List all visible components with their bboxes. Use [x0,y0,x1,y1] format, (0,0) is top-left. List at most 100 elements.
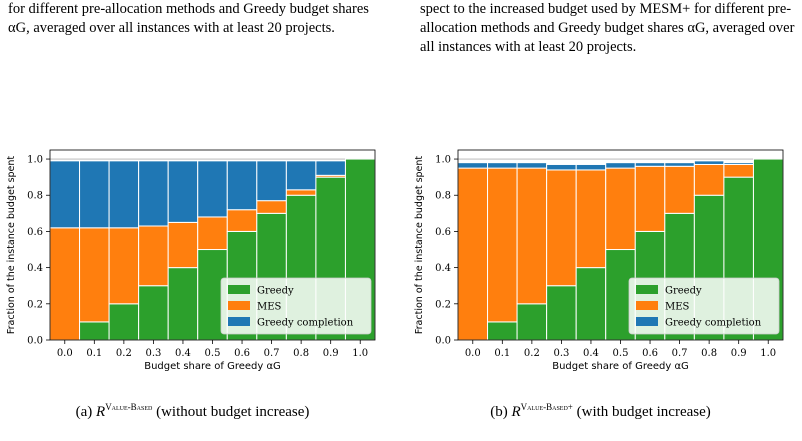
subcaption-right: (b) RValue-Based+ (with budget increase) [490,402,711,420]
x-tick-label: 0.0 [465,348,481,359]
bar-greedy-0.4 [167,267,199,341]
x-tick-label: 0.2 [116,348,132,359]
y-axis-label: Fraction of the instance budget spent [6,156,17,335]
bar-mes-0.1 [487,167,518,323]
y-tick-label: 0.0 [27,336,43,347]
y-tick-label: 0.2 [27,299,43,310]
subcaption-left-prefix: (a) [75,404,97,420]
legend-label: Greedy [257,286,294,297]
y-tick-label: 1.0 [27,155,43,166]
x-tick-label: 0.5 [613,348,629,359]
legend-swatch [228,317,250,326]
x-tick-label: 1.0 [352,348,368,359]
bar-greedy-0.4 [575,267,607,341]
bar-greedy-completion-0.6 [634,162,666,167]
x-tick-label: 0.7 [672,348,688,359]
bar-greedy-completion-0.9 [723,162,754,165]
bar-greedy-0.3 [138,285,169,341]
x-tick-label: 0.7 [264,348,280,359]
x-tick-label: 0.8 [701,348,717,359]
legend-label: Greedy completion [257,318,354,329]
bar-greedy-0.1 [487,321,518,341]
bar-greedy-0.1 [79,321,110,341]
x-axis-label: Budget share of Greedy αG [552,361,689,372]
bar-greedy-completion-0.6 [226,160,258,211]
legend-swatch [228,285,250,294]
subcaption-left: (a) RValue-Based (without budget increas… [75,402,310,420]
x-tick-label: 0.2 [524,348,540,359]
bar-mes-0.2 [516,167,548,305]
legend-label: MES [257,302,282,313]
legend-label: MES [665,302,690,313]
bar-greedy-completion-0.4 [167,160,199,223]
bar-greedy-completion-0.5 [197,160,228,218]
bar-mes-0.2 [108,227,140,305]
x-tick-label: 0.3 [145,348,161,359]
bar-greedy-0.2 [108,303,140,341]
x-tick-label: 0.4 [175,348,191,359]
x-tick-label: 0.1 [86,348,102,359]
chart-right: 0.0 0.2 0.4 0.6 0.8 1.0 0.0 0.1 0.2 0.3 0.4 0.5 0.6 0… [408,140,793,385]
y-tick-label: 0.6 [27,227,43,238]
subcaption-right-suffix: (with budget increase) [572,404,711,420]
bar-mes-0.1 [79,227,110,323]
bar-mes-0.6 [226,209,258,232]
bar-greedy-completion-0.8 [285,160,317,191]
bar-greedy-completion-0.3 [546,163,577,171]
bar-mes-0.3 [546,169,577,287]
bar-greedy-completion-0.5 [605,162,636,169]
y-tick-label: 1.0 [435,155,451,166]
y-tick-label: 0.8 [27,191,43,202]
x-tick-label: 0.6 [234,348,250,359]
x-tick-label: 0.8 [293,348,309,359]
x-tick-label: 1.0 [760,348,776,359]
bar-mes-0.8 [285,189,317,196]
bar-mes-0.5 [605,167,636,251]
caption-text-left: for different pre-allocation methods and… [8,1,369,36]
bar-greedy-completion-0.9 [315,160,346,176]
bar-mes-0.7 [664,165,695,214]
y-tick-label: 0.4 [27,263,43,274]
x-tick-label: 0.6 [642,348,658,359]
y-tick-label: 0.2 [435,299,451,310]
x-tick-label: 0.4 [583,348,599,359]
x-tick-label: 0.9 [731,348,747,359]
x-axis-label: Budget share of Greedy αG [144,361,281,372]
bar-greedy-completion-0.2 [516,162,548,169]
x-tick-label: 0.1 [494,348,510,359]
legend-box [220,277,372,335]
y-tick-label: 0.0 [435,336,451,347]
bar-greedy-completion-0.8 [693,160,725,165]
subcaption-left-sup: Value-Based [105,402,153,412]
bar-greedy-0.3 [546,285,577,341]
subcaption-right-prefix: (b) [490,404,512,420]
y-axis-label: Fraction of the instance budget spent [414,156,425,335]
bar-mes-0.4 [167,221,199,269]
subcaption-left-suffix: (without budget increase) [152,404,310,420]
x-tick-label: 0.3 [553,348,569,359]
bar-mes-0.5 [197,216,228,251]
bar-greedy-completion-0.0 [457,162,489,169]
chart-left: 0.0 0.2 0.4 0.6 0.8 1.0 0.0 0.1 0.2 0.3 0.4 0.5 0.6 0… [0,140,385,385]
bar-mes-0.0 [49,227,81,341]
y-tick-label: 0.6 [435,227,451,238]
legend-box [628,277,780,335]
legend-swatch [636,301,658,310]
x-tick-label: 0.9 [323,348,339,359]
bar-greedy-completion-0.2 [108,160,140,229]
caption-text-right: spect to the increased budget used by ME… [420,1,795,55]
chart-right-svg: 0.0 0.2 0.4 0.6 0.8 1.0 0.0 0.1 0.2 0.3 0.4 0.5 0.6 0… [414,149,784,372]
bar-greedy-completion-0.3 [138,160,169,227]
subcaption-right-sup: Value-Based+ [520,402,573,412]
chart-left-svg: 0.0 0.2 0.4 0.6 0.8 1.0 0.0 0.1 0.2 0.3 0.4 0.5 0.6 0… [6,149,376,372]
y-tick-label: 0.4 [435,263,451,274]
bar-greedy-completion-0.4 [575,163,607,171]
bar-mes-0.4 [575,169,607,269]
legend-label: Greedy completion [665,318,762,329]
legend-label: Greedy [665,286,702,297]
bar-greedy-0.2 [516,303,548,341]
bar-mes-0.0 [457,167,489,341]
bar-mes-0.9 [723,163,754,178]
legend-swatch [636,285,658,294]
x-tick-label: 0.5 [205,348,221,359]
